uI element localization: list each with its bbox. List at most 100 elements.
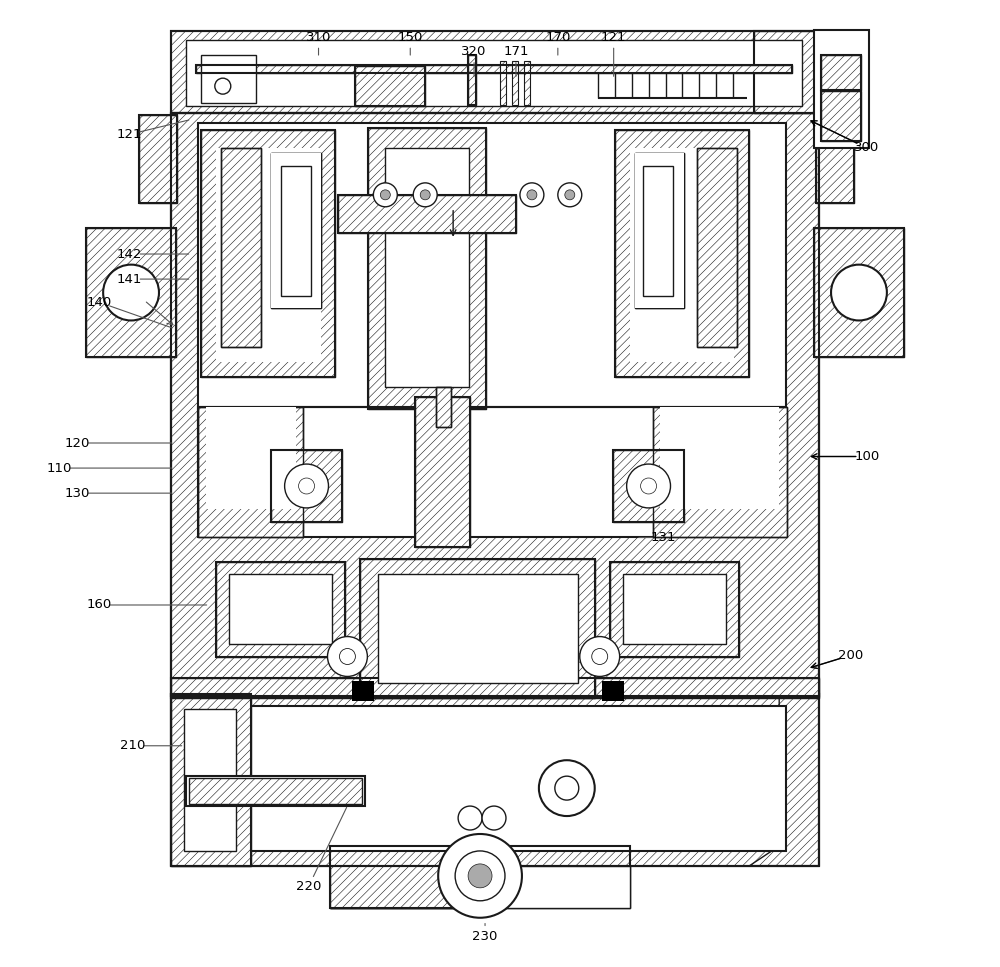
Bar — [271, 153, 321, 308]
Text: 131: 131 — [651, 531, 676, 544]
Bar — [653, 407, 787, 537]
Bar — [86, 228, 176, 358]
Circle shape — [641, 478, 657, 494]
Bar — [184, 710, 236, 851]
Bar — [415, 397, 470, 546]
Circle shape — [565, 190, 575, 200]
Bar — [360, 559, 595, 698]
Circle shape — [380, 190, 390, 200]
Bar — [821, 55, 861, 90]
Bar — [221, 148, 261, 347]
Bar — [816, 115, 854, 203]
Bar — [196, 65, 792, 73]
Text: 110: 110 — [47, 461, 72, 475]
Circle shape — [539, 760, 595, 816]
Bar — [821, 91, 861, 141]
Bar — [602, 682, 624, 701]
Bar — [368, 128, 486, 409]
Bar — [201, 130, 335, 377]
Bar — [360, 559, 595, 698]
Circle shape — [558, 183, 582, 207]
Bar — [635, 153, 684, 308]
Circle shape — [627, 464, 671, 508]
Bar — [229, 573, 332, 644]
Bar — [352, 682, 374, 701]
Circle shape — [831, 265, 887, 320]
Bar — [171, 679, 819, 698]
Bar — [216, 148, 321, 363]
Text: 141: 141 — [116, 273, 142, 285]
Circle shape — [468, 864, 492, 888]
Polygon shape — [330, 865, 630, 908]
Bar — [271, 450, 342, 522]
Circle shape — [527, 190, 537, 200]
Bar — [660, 407, 779, 509]
Bar — [171, 679, 819, 698]
Bar — [524, 61, 530, 105]
Bar — [139, 115, 177, 203]
Bar — [171, 31, 819, 113]
Bar — [186, 777, 365, 806]
Text: 150: 150 — [398, 31, 423, 44]
Text: 171: 171 — [503, 45, 529, 58]
Text: 140: 140 — [87, 296, 112, 308]
Bar — [610, 562, 739, 657]
Circle shape — [664, 425, 747, 509]
Text: 121: 121 — [601, 31, 626, 44]
Circle shape — [458, 806, 482, 830]
Circle shape — [209, 425, 293, 509]
Bar — [512, 61, 518, 105]
Text: 220: 220 — [296, 880, 321, 894]
Bar — [385, 148, 469, 387]
Circle shape — [580, 636, 620, 677]
Bar — [86, 228, 176, 358]
Bar — [623, 573, 726, 644]
Text: 130: 130 — [65, 486, 90, 500]
Circle shape — [327, 636, 367, 677]
Bar — [189, 778, 362, 805]
Bar — [198, 407, 303, 537]
Bar — [171, 694, 251, 865]
Bar — [171, 113, 819, 696]
Bar — [814, 228, 904, 358]
Bar — [171, 694, 251, 865]
Bar — [330, 846, 630, 908]
Bar — [221, 148, 261, 347]
Bar — [635, 153, 684, 308]
Bar — [330, 846, 630, 908]
Text: 100: 100 — [854, 450, 880, 463]
Bar — [415, 397, 470, 546]
Bar — [198, 123, 786, 467]
Bar — [468, 55, 476, 105]
Text: 230: 230 — [472, 930, 498, 943]
Bar — [198, 407, 303, 537]
Text: 210: 210 — [120, 739, 146, 752]
Circle shape — [103, 265, 159, 320]
Text: 310: 310 — [306, 31, 331, 44]
Circle shape — [373, 183, 397, 207]
Bar — [201, 130, 335, 377]
Text: 120: 120 — [65, 436, 90, 450]
Bar — [355, 66, 425, 106]
Bar — [436, 387, 451, 427]
Circle shape — [555, 777, 579, 800]
Bar — [436, 387, 451, 427]
Text: 170: 170 — [545, 31, 571, 44]
Bar — [814, 228, 904, 358]
Bar — [271, 450, 342, 522]
Bar — [171, 113, 819, 696]
Bar — [201, 55, 256, 103]
Circle shape — [455, 851, 505, 901]
Bar — [821, 55, 861, 90]
Circle shape — [285, 464, 328, 508]
Bar — [198, 706, 786, 851]
Bar — [697, 148, 737, 347]
Circle shape — [520, 183, 544, 207]
Bar — [216, 562, 345, 657]
Circle shape — [482, 806, 506, 830]
Bar — [821, 91, 861, 141]
Bar — [281, 166, 311, 296]
Bar — [816, 115, 854, 203]
Bar — [500, 61, 506, 105]
Text: 320: 320 — [461, 45, 487, 58]
